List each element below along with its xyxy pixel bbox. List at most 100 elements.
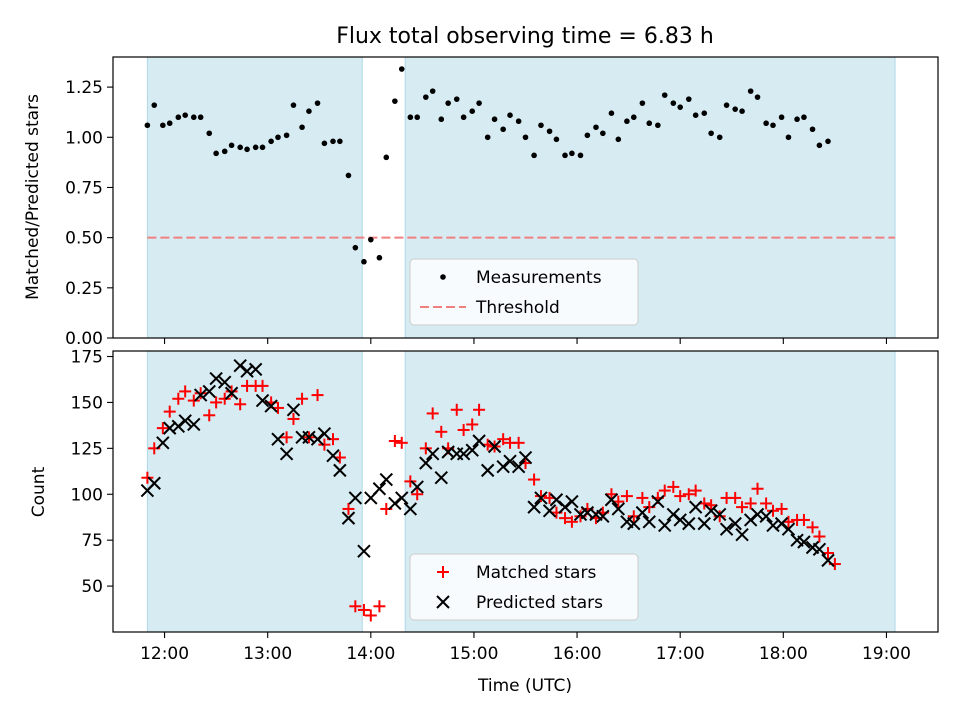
measurement-point (562, 152, 568, 159)
measurement-point (763, 120, 769, 127)
predicted-star-point (821, 553, 835, 568)
matched-star-point (287, 412, 300, 425)
measurement-point (268, 138, 274, 145)
matched-star-point (760, 497, 773, 510)
predicted-star-point (410, 480, 424, 494)
predicted-star-point (518, 450, 533, 465)
measurement-point (429, 88, 436, 94)
count-axes-frame (112, 350, 939, 633)
measurement-point (685, 96, 692, 102)
matched-star-point (187, 394, 200, 407)
y-tick-label: 100 (71, 485, 103, 505)
measurement-point (677, 104, 683, 110)
ratio-x-ticks (164, 338, 887, 344)
measurement-point (794, 116, 800, 123)
predicted-star-point (372, 482, 387, 496)
measurement-point (237, 144, 243, 151)
matched-star-point (280, 431, 293, 444)
measurement-point (283, 132, 290, 139)
matched-star-point (218, 392, 231, 405)
y-tick-label: 1.25 (65, 78, 103, 98)
measurement-point (723, 102, 730, 108)
measurement-point (546, 128, 553, 135)
measurement-point (747, 88, 754, 94)
x-tick-label: 16:00 (553, 644, 602, 664)
predicted-star-point (456, 447, 471, 461)
measurement-point (801, 114, 807, 121)
predicted-star-point (379, 472, 393, 487)
measurement-point (407, 114, 414, 121)
matched-star-point (349, 600, 362, 613)
matched-star-point (225, 385, 238, 398)
predicted-star-point (255, 393, 270, 408)
predicted-star-point (565, 494, 579, 509)
predicted-star-point (395, 491, 409, 505)
measurement-point (716, 134, 723, 141)
predicted-star-point (271, 432, 285, 446)
predicted-star-point (419, 456, 433, 470)
matched-star-point (404, 475, 417, 488)
matched-star-point (256, 379, 269, 392)
x-tick-label: 17:00 (656, 644, 705, 664)
matched-star-point (473, 403, 486, 416)
matched-star-point (565, 515, 578, 528)
measurement-point (182, 112, 188, 119)
measurement-point (306, 108, 312, 114)
measurement-point (321, 140, 328, 147)
predicted-star-point (534, 491, 548, 505)
predicted-star-point (642, 515, 656, 529)
measurement-point (584, 132, 591, 139)
measurement-point (531, 152, 537, 159)
measurement-point (275, 134, 281, 141)
matched-star-point (605, 488, 618, 501)
measurement-point (460, 114, 467, 121)
predicted-star-point (503, 454, 517, 468)
matched-star-point (775, 502, 788, 515)
predicted-star-point (333, 463, 347, 478)
measurement-point (484, 134, 491, 141)
predicted-star-point (248, 362, 263, 377)
predicted-star-point (673, 513, 687, 527)
measurement-point (491, 116, 498, 123)
y-tick-label: 0.75 (65, 178, 103, 198)
predicted-star-point (187, 417, 201, 432)
ratio-y-ticks: 0.00 0.25 0.50 0.75 1.00 1.25 (65, 78, 113, 349)
x-tick-label: 12:00 (140, 644, 189, 664)
matched-star-point (658, 484, 671, 497)
ratio-axes-frame (112, 56, 939, 339)
predicted-stars-points (140, 358, 835, 568)
y-tick-label: 0.00 (65, 329, 103, 349)
predicted-star-point (434, 471, 448, 485)
measurement-point (361, 258, 367, 265)
y-tick-label: 0.25 (65, 279, 103, 299)
measurement-point (259, 144, 266, 151)
observing-intervals-top (146, 56, 896, 339)
predicted-legend-marker (436, 595, 450, 609)
x-tick-label: 19:00 (862, 644, 911, 664)
measurement-point (337, 138, 343, 145)
matched-star-point (674, 490, 687, 503)
measurement-point (816, 142, 823, 149)
measurement-point (330, 138, 336, 145)
matched-star-point (512, 436, 525, 449)
predicted-star-point (403, 502, 418, 516)
predicted-star-point (480, 463, 495, 478)
matched-star-point (620, 490, 633, 503)
matched-star-point (767, 504, 779, 517)
matched-legend-label: Matched stars (476, 563, 596, 583)
measurement-point (692, 112, 699, 119)
measurement-point (290, 102, 297, 108)
predicted-star-point (542, 504, 557, 518)
matched-star-point (342, 502, 355, 515)
observing-interval-0 (146, 350, 363, 633)
predicted-star-point (728, 516, 742, 531)
measurement-point (569, 150, 575, 157)
measurement-point (825, 138, 831, 145)
matched-star-point (435, 425, 448, 438)
measurement-point (252, 144, 259, 151)
predicted-star-point (317, 426, 332, 441)
predicted-star-point (425, 447, 440, 461)
matched-star-point (141, 471, 154, 484)
matched-star-point (296, 392, 309, 405)
measurement-point (639, 100, 646, 106)
